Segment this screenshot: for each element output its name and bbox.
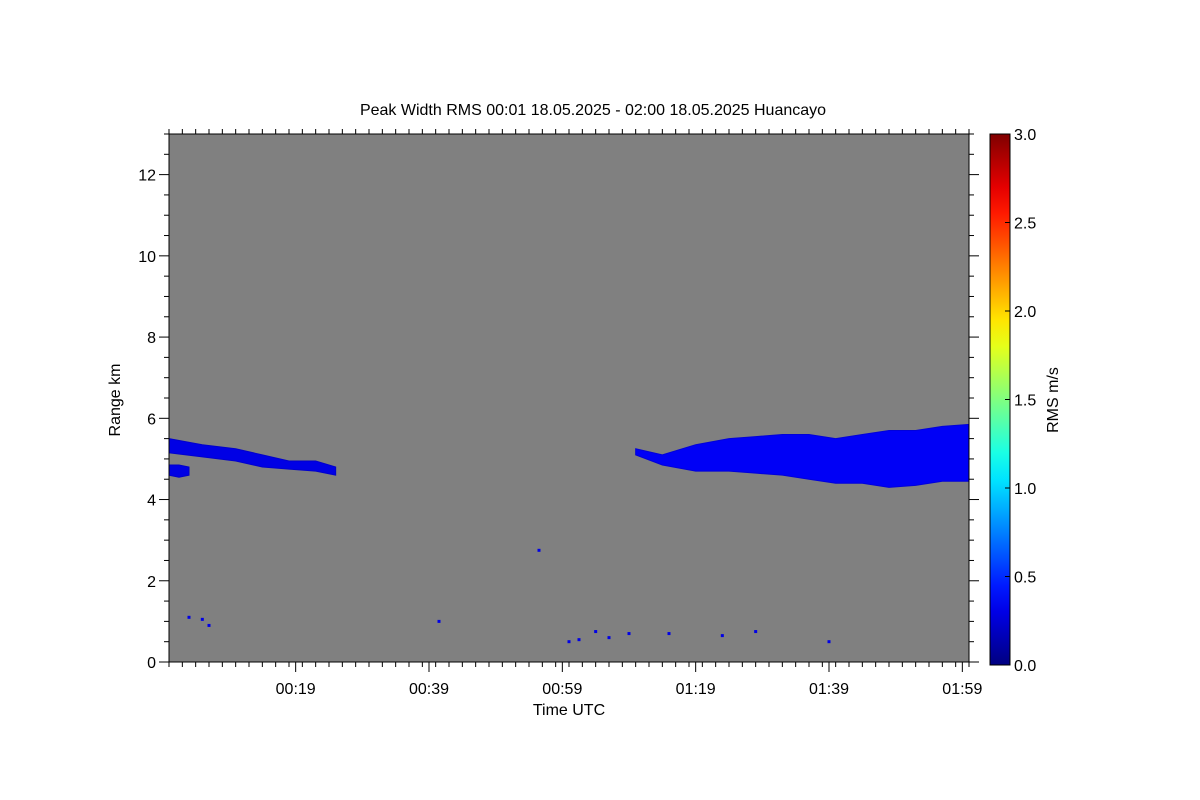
y-tick-label: 4 — [147, 493, 156, 510]
colorbar: 0.0 0.5 1.0 1.5 2.0 2.5 3.0 — [989, 127, 1036, 675]
colorbar-tick-label: 1.0 — [1014, 481, 1036, 498]
echo-point — [594, 630, 598, 634]
y-tick-label: 0 — [147, 655, 156, 672]
colorbar-tick-label: 0.0 — [1014, 658, 1036, 675]
echo-point — [567, 640, 571, 644]
y-axis-label: Range km — [107, 364, 124, 437]
colorbar-tick-label: 2.0 — [1014, 304, 1036, 321]
echo-point — [577, 638, 581, 642]
x-tick-label: 01:59 — [942, 681, 982, 698]
cloud-layer-lower-fragment-early — [168, 464, 190, 478]
plot-background — [169, 134, 969, 662]
chart-title: Peak Width RMS 00:01 18.05.2025 - 02:00 … — [360, 102, 826, 119]
x-tick-label: 00:59 — [542, 681, 582, 698]
echo-point — [667, 632, 671, 636]
echo-point — [437, 619, 441, 623]
echo-point — [720, 634, 724, 638]
echo-point — [207, 623, 211, 627]
plot-area: 0 2 4 6 8 10 12 00:19 00:39 00:59 01:19 01:39 01:59 — [138, 129, 982, 698]
y-tick-label: 2 — [147, 574, 156, 591]
colorbar-tick-label: 1.5 — [1014, 393, 1036, 410]
x-tick-label: 00:19 — [276, 681, 316, 698]
cloud-layer-upper-layer-early — [168, 438, 337, 476]
echo-point — [187, 615, 191, 619]
echo-point — [627, 632, 631, 636]
y-tick-label: 10 — [138, 249, 156, 266]
echo-point — [200, 617, 204, 621]
echo-point — [754, 630, 758, 634]
echo-point — [607, 636, 611, 640]
colorbar-label: RMS m/s — [1045, 367, 1062, 433]
echo-point — [537, 548, 541, 552]
y-tick-label: 8 — [147, 330, 156, 347]
colorbar-tick-label: 0.5 — [1014, 570, 1036, 587]
colorbar-tick-label: 2.5 — [1014, 216, 1036, 233]
echo-point — [827, 640, 831, 644]
y-tick-label: 12 — [138, 168, 156, 185]
colorbar-tick-label: 3.0 — [1014, 127, 1036, 144]
x-axis-label: Time UTC — [533, 702, 605, 719]
y-tick-label: 6 — [147, 411, 156, 428]
x-tick-label: 01:19 — [676, 681, 716, 698]
x-tick-label: 00:39 — [409, 681, 449, 698]
x-tick-label: 01:39 — [809, 681, 849, 698]
